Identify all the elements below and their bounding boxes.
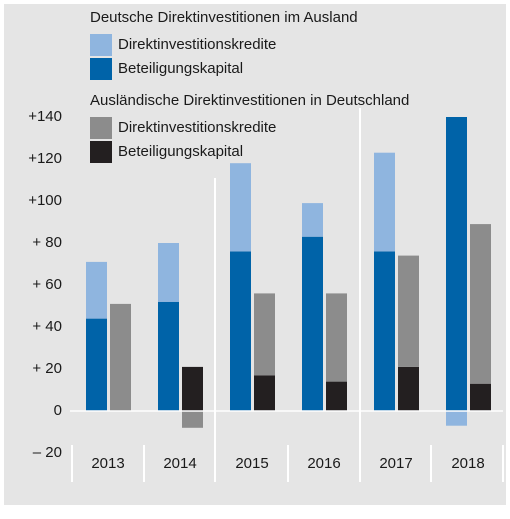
y-tick-label: +100: [28, 192, 62, 209]
separators: [71, 108, 504, 482]
bar: [182, 411, 203, 428]
bar: [158, 243, 179, 302]
x-tick-label: 2015: [235, 455, 268, 472]
bar: [254, 293, 275, 376]
bar: [326, 381, 347, 411]
x-tick-label: 2013: [91, 455, 124, 472]
legend-heading: Ausländische Direktinvestitionen in Deut…: [90, 92, 409, 109]
bar: [302, 236, 323, 411]
y-tick-label: + 80: [32, 234, 62, 251]
legend-swatch: [90, 117, 112, 139]
y-tick-label: +140: [28, 108, 62, 125]
bar: [254, 375, 275, 411]
legend-label: Beteiligungskapital: [118, 143, 243, 160]
bar: [374, 152, 395, 252]
y-tick-label: + 60: [32, 276, 62, 293]
legend-swatch: [90, 141, 112, 163]
y-tick-label: +120: [28, 150, 62, 167]
bar: [86, 261, 107, 319]
legend-swatch: [90, 58, 112, 80]
x-tick-label: 2014: [163, 455, 196, 472]
legend-label: Beteiligungskapital: [118, 60, 243, 77]
bar: [230, 251, 251, 411]
bar: [446, 117, 467, 411]
y-tick-label: – 20: [33, 444, 62, 461]
bar: [86, 318, 107, 411]
bar: [470, 383, 491, 411]
x-tick-label: 2017: [379, 455, 412, 472]
legend-label: Direktinvestitionskredite: [118, 36, 276, 53]
bar: [446, 411, 467, 426]
x-tick-label: 2018: [451, 455, 484, 472]
bar: [398, 366, 419, 411]
bar: [230, 163, 251, 252]
y-tick-label: + 20: [32, 360, 62, 377]
bar: [374, 251, 395, 411]
bar: [182, 366, 203, 411]
x-tick-label: 2016: [307, 455, 340, 472]
bar: [158, 301, 179, 411]
bar: [302, 203, 323, 237]
bar: [110, 303, 131, 411]
bar: [326, 293, 347, 382]
legend-swatch: [90, 34, 112, 56]
legend-heading: Deutsche Direktinvestitionen im Ausland: [90, 9, 358, 26]
y-tick-label: + 40: [32, 318, 62, 335]
bar: [470, 224, 491, 384]
bar: [398, 255, 419, 367]
y-tick-label: 0: [54, 402, 62, 419]
legend-label: Direktinvestitionskredite: [118, 119, 276, 136]
panel: [4, 4, 506, 505]
